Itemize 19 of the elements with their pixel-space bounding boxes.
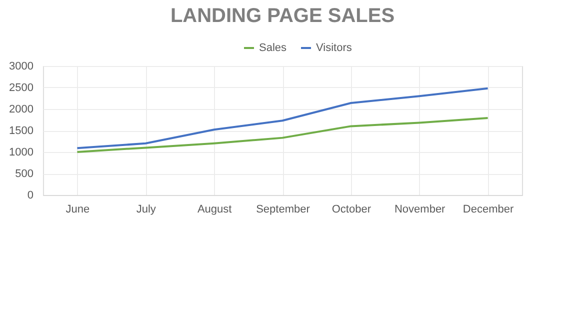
y-tick-label: 1000 [9, 146, 34, 158]
x-tick-label: June [66, 204, 90, 216]
x-tick-label: November [394, 204, 446, 216]
y-tick-label: 2000 [9, 104, 34, 116]
x-tick-label: December [462, 204, 514, 216]
x-tick-label: October [332, 204, 372, 216]
y-tick-label: 500 [15, 168, 34, 180]
x-tick-label: September [256, 204, 310, 216]
x-tick-label: July [136, 204, 156, 216]
line-series [76, 87, 489, 150]
chart-title: LANDING PAGE SALES [170, 5, 395, 27]
y-tick-label: 2500 [9, 82, 34, 94]
legend-label: Sales [259, 42, 288, 54]
legend-label: Visitors [316, 42, 352, 54]
y-tick-label: 1500 [9, 125, 34, 137]
line-series [76, 117, 489, 153]
y-tick-label: 3000 [9, 60, 34, 72]
y-tick-label: 0 [27, 190, 34, 202]
x-tick-label: August [197, 204, 232, 216]
